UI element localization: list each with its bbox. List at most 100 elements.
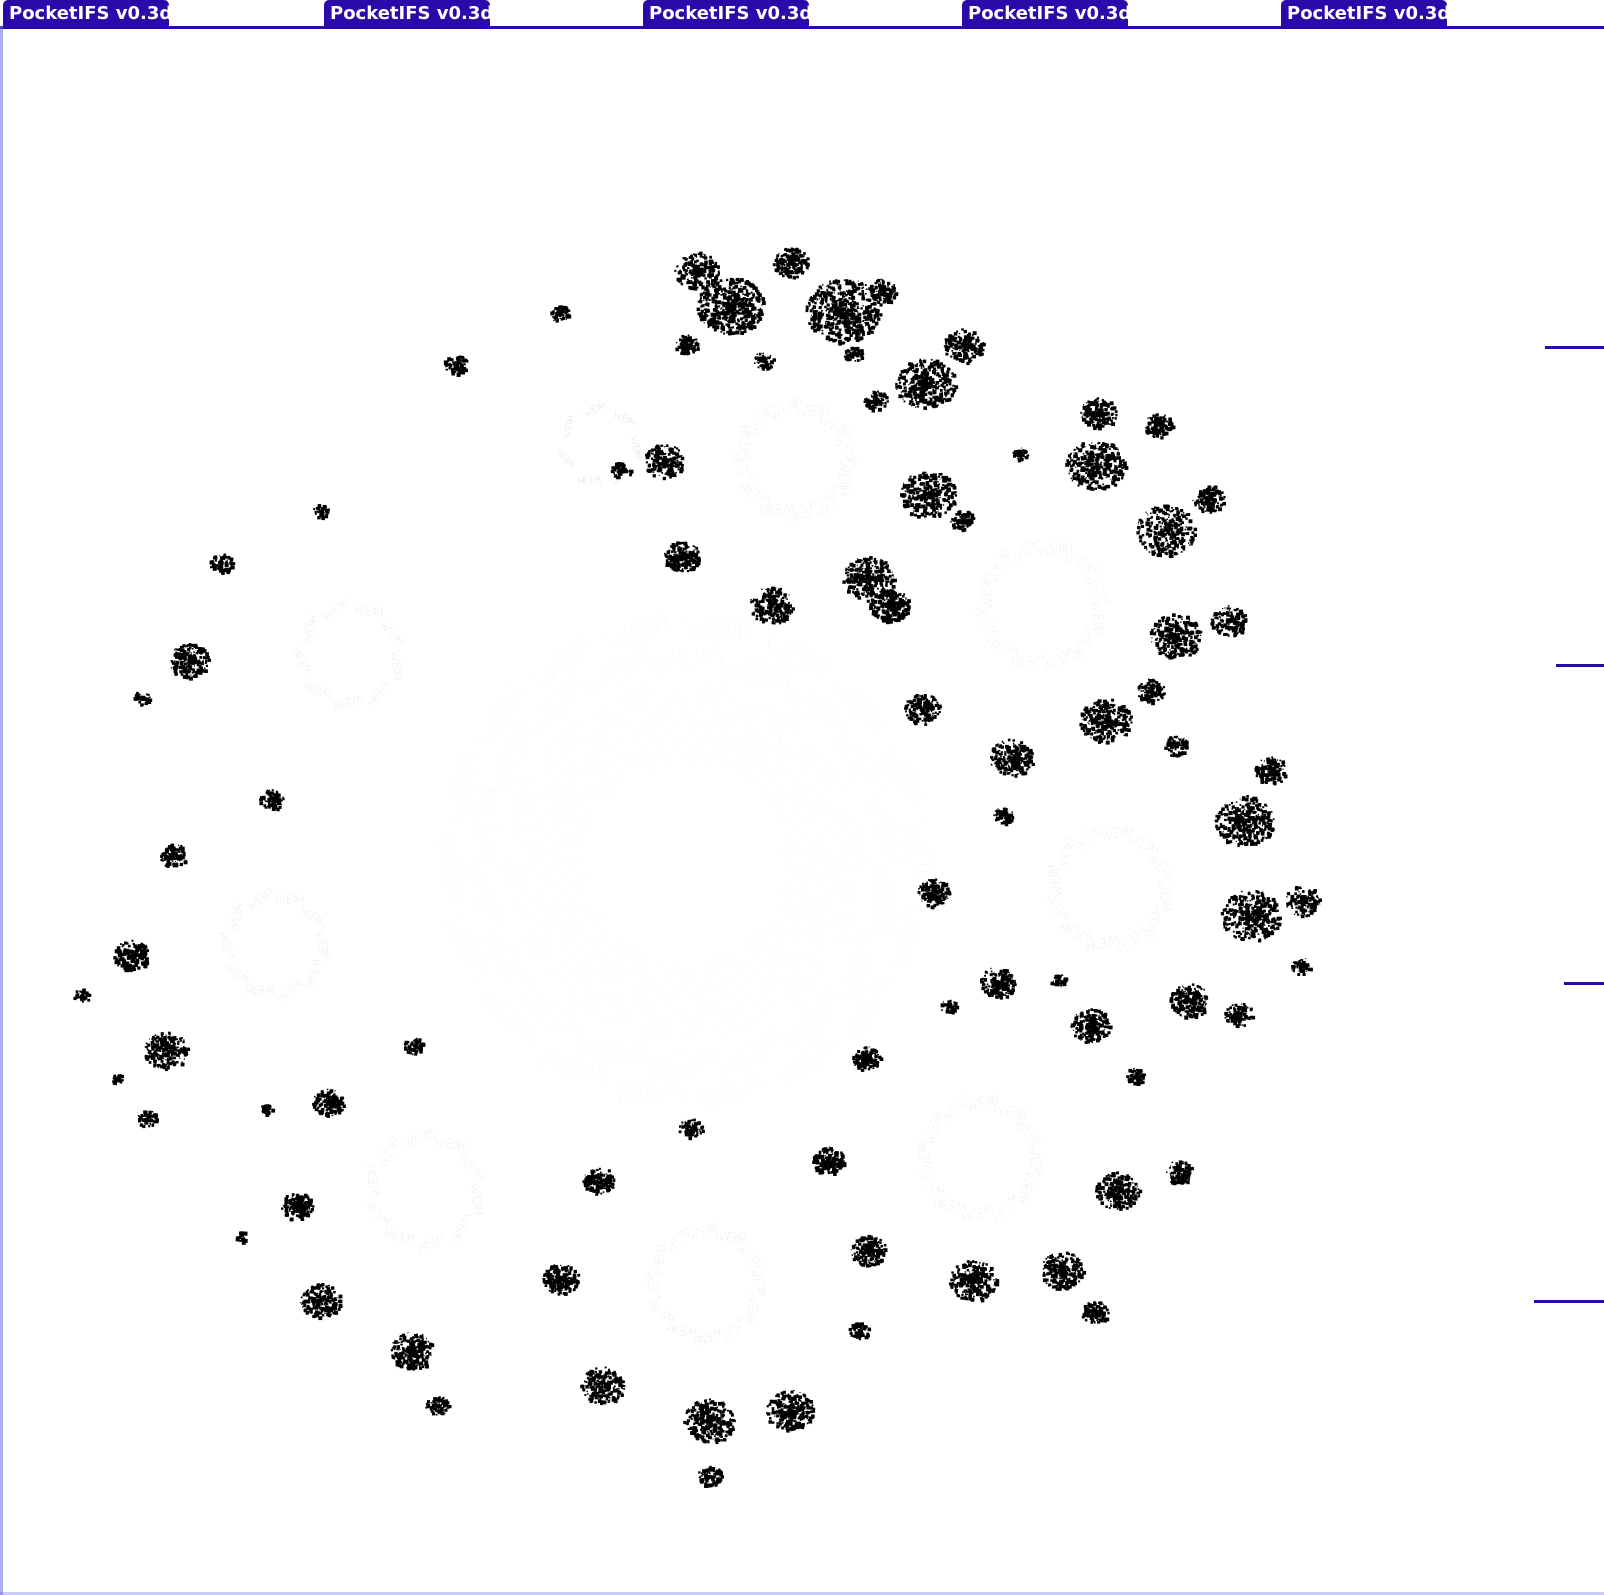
dot-cluster-24 (1220, 890, 1282, 943)
dot-cluster-10 (900, 471, 958, 519)
glyph-mark (1012, 655, 1047, 668)
glyph-mark (779, 1033, 839, 1088)
glyph-mark (738, 482, 773, 508)
glyph-mark (827, 855, 857, 942)
glyph-mark (1047, 865, 1062, 898)
glyph-mark (701, 922, 783, 1014)
glyph-mark (965, 1094, 998, 1112)
glyph-mark (644, 1272, 663, 1303)
glyph-mark (436, 837, 466, 902)
glyph-mark (747, 403, 773, 438)
dot-cluster-6 (943, 328, 986, 366)
glyph-mark (604, 613, 670, 652)
dot-cluster-35 (993, 807, 1015, 827)
dot-cluster-52 (542, 1264, 581, 1296)
glyph-mark (758, 883, 807, 982)
dot-cluster-39 (842, 556, 897, 603)
dot-cluster-72 (645, 444, 685, 481)
glyph-mark (1145, 905, 1165, 938)
glyph-mark (354, 605, 383, 616)
dot-cluster-26 (1291, 958, 1313, 976)
glyph-mark (711, 697, 800, 737)
glyph-mark (730, 453, 756, 488)
glyph-mark (513, 783, 543, 870)
glyph-rosette-3 (973, 536, 1110, 673)
glyph-mark (762, 636, 828, 675)
window-frame-bottom (0, 1592, 1604, 1595)
glyph-mark (531, 636, 591, 691)
dot-cluster-68 (209, 553, 236, 575)
glyph-mark (528, 848, 610, 940)
glyph-mark (1073, 823, 1104, 851)
app-title-tab-1[interactable]: PocketIFS v0.3d (3, 0, 169, 28)
glyph-rosette-1 (436, 613, 934, 1111)
glyph-mark (475, 792, 496, 862)
dot-cluster-53 (582, 1167, 616, 1196)
glyph-mark (769, 726, 853, 797)
glyph-mark (459, 1152, 486, 1180)
glyph-mark (986, 636, 1021, 660)
glyph-mark (749, 1265, 768, 1296)
dot-cluster-45 (850, 1234, 888, 1268)
glyph-mark (768, 395, 803, 421)
glyph-mark (1055, 838, 1075, 871)
dot-cluster-51 (698, 1465, 724, 1488)
glyph-mark (579, 476, 601, 483)
dot-cluster-57 (300, 1283, 343, 1321)
dot-cluster-8 (753, 352, 776, 371)
dot-cluster-33 (904, 694, 942, 726)
dot-cluster-0 (696, 277, 766, 336)
dot-cluster-14 (1145, 413, 1176, 440)
dot-cluster-11 (863, 390, 889, 413)
dot-cluster-34 (990, 738, 1035, 778)
glyph-mark (531, 717, 588, 806)
glyph-rosette-7 (364, 1127, 485, 1252)
dot-cluster-15 (1136, 504, 1198, 559)
dot-cluster-71 (550, 305, 572, 323)
glyph-mark (630, 436, 642, 459)
app-title-tab-4[interactable]: PocketIFS v0.3d (962, 0, 1128, 28)
glyph-mark (575, 679, 656, 755)
glyph-mark (652, 1245, 666, 1276)
glyph-mark (714, 1230, 745, 1244)
dot-cluster-20 (1137, 678, 1166, 706)
glyph-mark (846, 974, 894, 1038)
glyph-mark (916, 1170, 945, 1199)
dot-cluster-43 (949, 1260, 1000, 1303)
glyph-mark (795, 405, 829, 415)
dot-cluster-2 (674, 251, 720, 291)
glyph-mark (916, 1140, 934, 1173)
glyph-mark (1037, 542, 1072, 555)
glyph-mark (247, 987, 275, 995)
glyph-mark (488, 724, 532, 797)
glyph-mark (334, 695, 363, 710)
fractal-canvas[interactable] (0, 29, 1604, 1595)
app-title-tab-2[interactable]: PocketIFS v0.3d (324, 0, 490, 28)
dot-cluster-38 (664, 541, 701, 573)
dot-cluster-42 (1042, 1251, 1087, 1291)
glyph-mark (834, 433, 860, 468)
glyph-mark (719, 1026, 790, 1079)
dot-cluster-77 (112, 1074, 124, 1086)
app-title-tab-5[interactable]: PocketIFS v0.3d (1281, 0, 1447, 28)
glyph-mark (315, 930, 332, 959)
glyph-mark (302, 615, 317, 644)
glyph-mark (545, 908, 643, 975)
glyph-rosette-10 (557, 401, 643, 485)
glyph-mark (542, 1049, 608, 1088)
edge-tick-mark-icon-4 (1534, 1300, 1604, 1303)
glyph-mark (496, 854, 559, 941)
glyph-mark (1158, 878, 1173, 911)
app-title-tab-3[interactable]: PocketIFS v0.3d (643, 0, 809, 28)
glyph-mark (1008, 536, 1042, 564)
dot-cluster-9 (843, 346, 865, 362)
glyph-mark (385, 1229, 416, 1244)
dot-cluster-1 (805, 279, 883, 346)
glyph-mark (1045, 895, 1073, 926)
dot-cluster-54 (678, 1118, 705, 1141)
glyph-mark (830, 727, 891, 794)
glyph-mark (640, 677, 729, 725)
glyph-mark (714, 969, 795, 1045)
glyph-mark (1043, 646, 1077, 674)
glyph-mark (760, 784, 842, 876)
